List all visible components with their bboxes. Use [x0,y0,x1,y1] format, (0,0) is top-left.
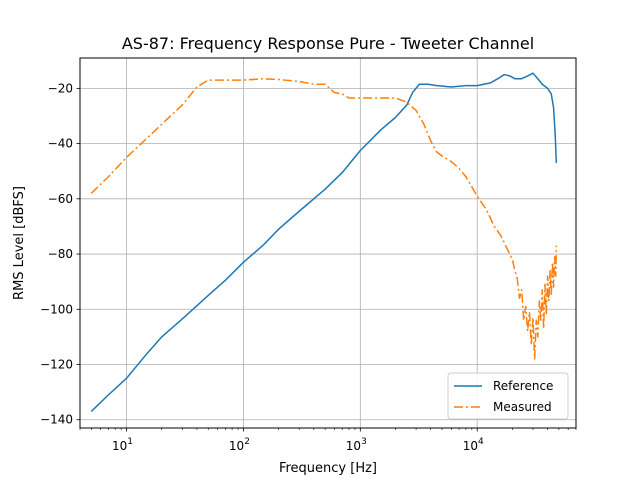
plot-frame [79,57,577,429]
grid [80,58,576,428]
series-line-reference [90,72,558,412]
x-axis-ticks: 101 102 103 104 [79,428,577,453]
chart-title: AS-87: Frequency Response Pure - Tweeter… [122,34,534,53]
legend-label: Measured [493,400,552,414]
y-tick-label: −40 [48,137,73,151]
x-tick-label: 102 [229,437,250,453]
x-axis-label: Frequency [Hz] [279,461,377,476]
y-tick-label: −100 [40,302,73,316]
y-axis-label: RMS Level [dBFS] [12,186,27,300]
y-tick-label: −60 [48,192,73,206]
x-tick-label: 101 [112,437,133,453]
x-tick-label: 104 [463,437,484,453]
series-line-measured [90,77,558,360]
y-tick-label: −140 [40,413,73,427]
y-tick-label: −120 [40,357,73,371]
series-lines [90,72,558,412]
y-tick-label: −80 [48,247,73,261]
x-tick-label: 103 [346,437,367,453]
legend: Reference Measured [447,372,569,420]
y-tick-label: −20 [48,81,73,95]
legend-label: Reference [493,379,553,393]
y-axis-ticks: −20 −40 −60 −80 −100 −120 −140 [40,81,80,427]
